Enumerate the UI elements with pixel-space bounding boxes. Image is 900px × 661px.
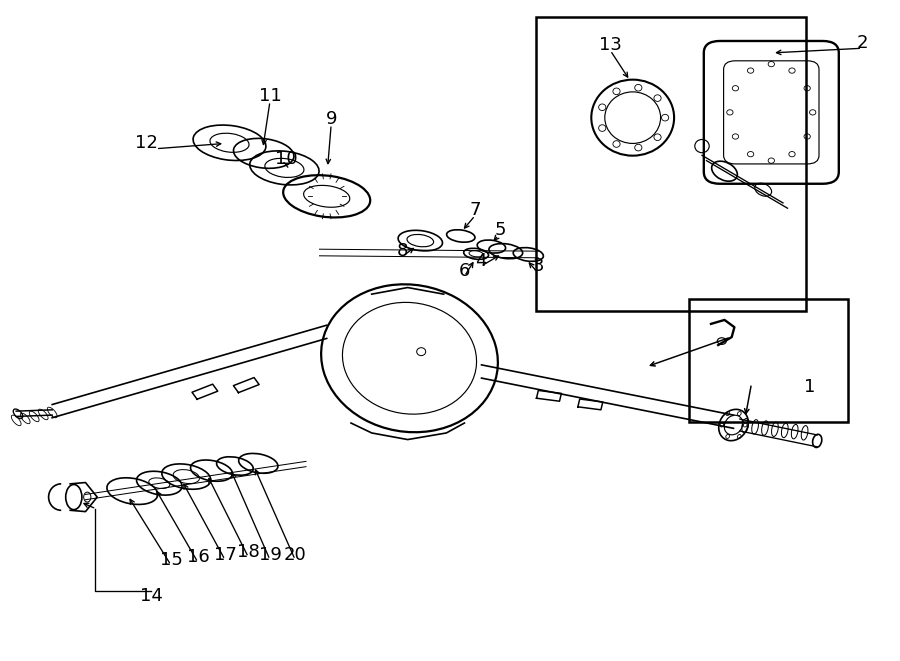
- Text: 16: 16: [186, 548, 210, 566]
- Text: 17: 17: [213, 545, 237, 564]
- Text: 1: 1: [805, 377, 815, 396]
- Bar: [688, 299, 848, 422]
- Text: 10: 10: [274, 149, 298, 168]
- Text: 20: 20: [284, 545, 307, 564]
- Text: 14: 14: [140, 587, 163, 605]
- Text: 3: 3: [533, 256, 544, 275]
- Text: 2: 2: [857, 34, 868, 52]
- Text: 4: 4: [475, 252, 486, 270]
- Text: 6: 6: [459, 262, 470, 280]
- Text: 11: 11: [258, 87, 282, 105]
- Bar: [536, 17, 806, 311]
- Text: 13: 13: [598, 36, 622, 54]
- Text: 19: 19: [258, 545, 282, 564]
- Text: 7: 7: [470, 201, 481, 219]
- Text: 9: 9: [326, 110, 337, 128]
- Text: 8: 8: [397, 242, 408, 260]
- Text: 15: 15: [159, 551, 183, 569]
- Text: 18: 18: [237, 543, 260, 561]
- Text: 5: 5: [495, 221, 506, 239]
- Text: 12: 12: [135, 134, 158, 153]
